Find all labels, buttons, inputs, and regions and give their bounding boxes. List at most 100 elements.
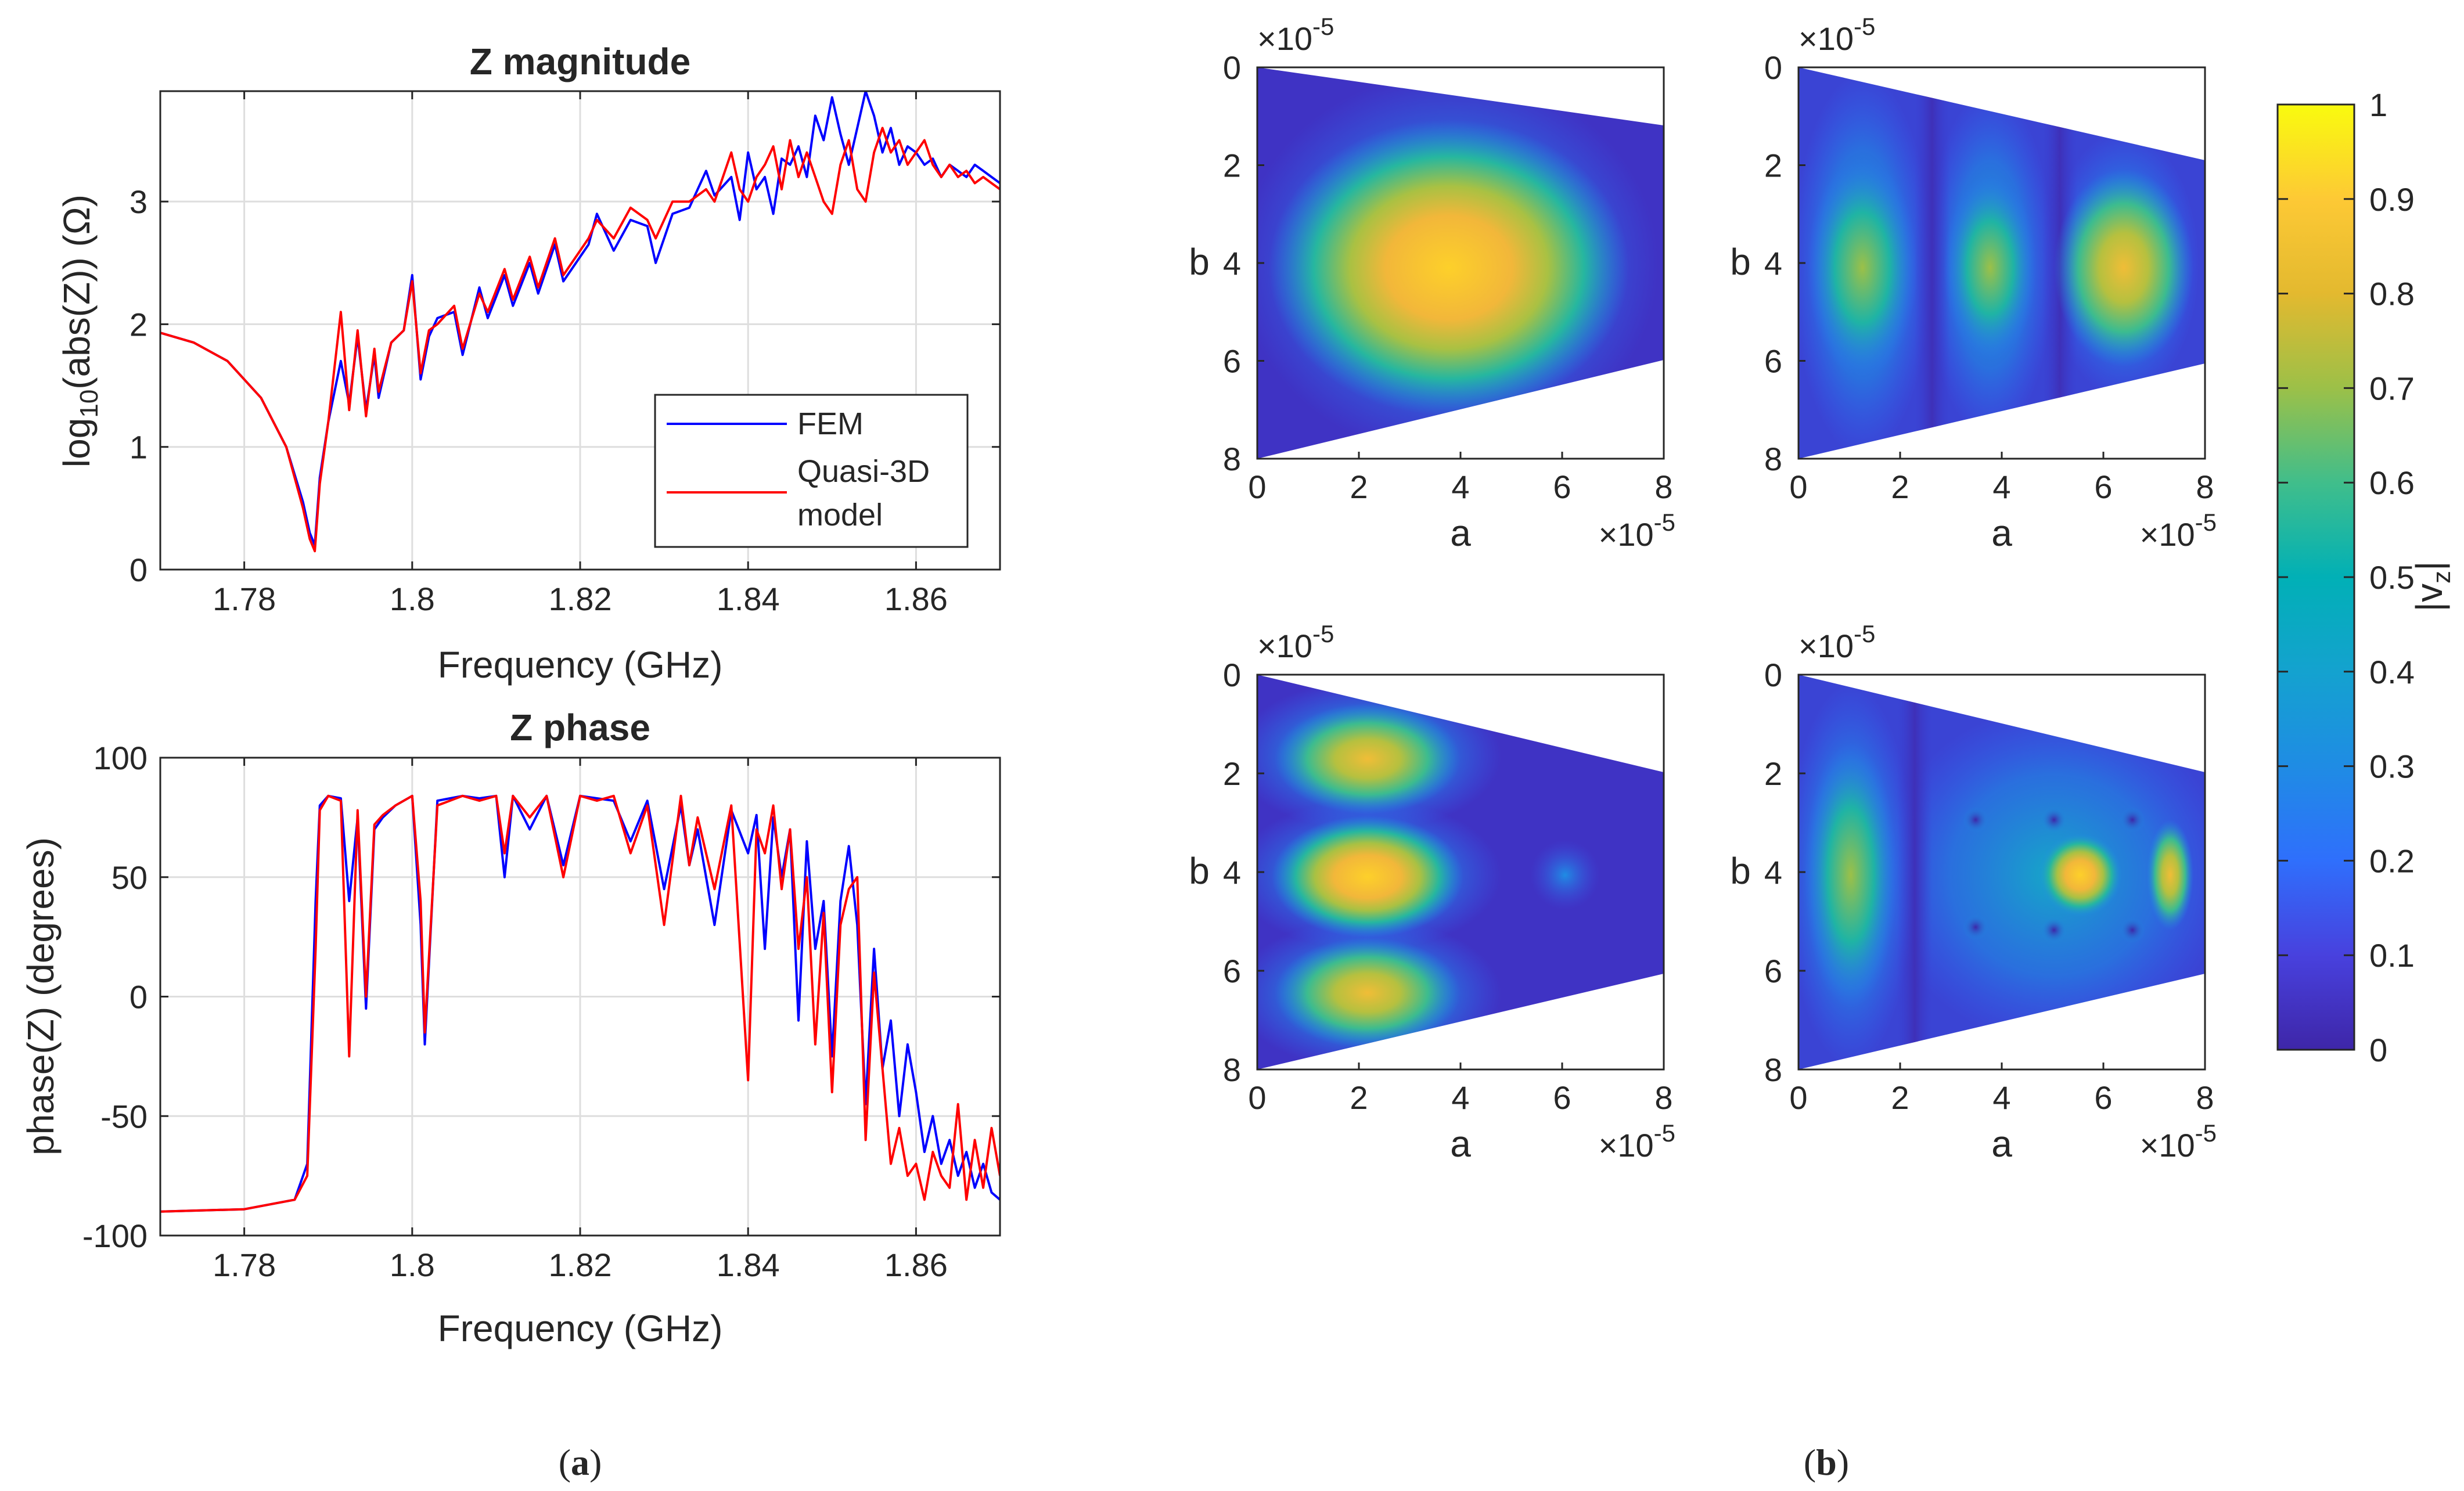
x-tick-label: 1.82	[549, 581, 612, 617]
z-magnitude-chart: 1.78 1.8 1.82 1.84 1.86 0 1 2 3 Z magnitude Freq…	[56, 41, 1001, 686]
colorbar-tick-label: 0.5	[2369, 559, 2415, 596]
panel-y-tick-label: 6	[1764, 953, 1782, 989]
z-magnitude-x-label: Frequency (GHz)	[438, 644, 723, 686]
panel-x-tick-label: 6	[1553, 469, 1571, 505]
colorbar-label: |vz|	[2408, 561, 2456, 611]
panel-y-tick-label: 8	[1764, 1051, 1782, 1088]
panel-y-tick-label: 8	[1223, 1051, 1241, 1088]
panel-y-tick-label: 2	[1764, 147, 1782, 184]
caption-a: (a)	[559, 1442, 602, 1483]
caption-b: (b)	[1804, 1442, 1849, 1483]
panel-y-label: b	[1730, 850, 1751, 892]
panel-y-tick-label: 2	[1764, 755, 1782, 792]
panel-x-tick-label: 4	[1992, 469, 2010, 505]
panel-x-tick-label: 4	[1451, 469, 1469, 505]
panel-axis-exponent: ×10-5	[1798, 13, 1875, 57]
z-phase-chart: 1.78 1.8 1.82 1.84 1.86 -100 -50 0 50 100 Z phase…	[20, 707, 1001, 1349]
panel-x-tick-label: 6	[2094, 469, 2112, 505]
colorbar-tick-label: 0.1	[2369, 937, 2415, 974]
x-tick-label: 1.8	[390, 1247, 435, 1283]
panel-y-tick-label: 0	[1223, 49, 1241, 86]
panel-x-tick-label: 6	[1553, 1079, 1571, 1116]
panel-x-tick-label: 8	[2196, 469, 2214, 505]
colorbar-ticks: 0 0.1 0.2 0.3 0.4 0.5 0.6 0.7 0.8 0.9 1	[2278, 87, 2415, 1068]
z-magnitude-title: Z magnitude	[470, 41, 690, 82]
z-phase-ticks: 1.78 1.8 1.82 1.84 1.86 -100 -50 0 50 100	[82, 740, 1000, 1283]
panel-y-tick-label: 2	[1223, 147, 1241, 184]
y-tick-label: 3	[130, 183, 148, 220]
panel-y-tick-label: 8	[1223, 441, 1241, 477]
panel-y-tick-label: 4	[1223, 854, 1241, 891]
z-phase-series	[160, 794, 1000, 1213]
panel-2-field	[1798, 67, 2205, 459]
panel-y-tick-label: 0	[1764, 49, 1782, 86]
panel-y-tick-label: 6	[1223, 343, 1241, 380]
colorbar-tick-label: 0.2	[2369, 842, 2415, 879]
panel-y-label: b	[1730, 241, 1751, 283]
x-tick-label: 1.78	[213, 581, 276, 617]
z-phase-y-label: phase(Z) (degrees)	[20, 837, 62, 1155]
panel-x-tick-label: 6	[2094, 1079, 2112, 1116]
colorbar-gradient	[2276, 103, 2355, 1051]
panel-axis-exponent: ×10-5	[2140, 1119, 2217, 1164]
colorbar-tick-label: 0.3	[2369, 748, 2415, 785]
panel-axis-exponent: ×10-5	[1599, 1119, 1675, 1164]
colorbar-tick-label: 0.9	[2369, 181, 2415, 218]
legend-quasi3d-label: Quasi-3D	[797, 454, 930, 489]
panel-x-label: a	[1991, 1123, 2012, 1165]
panel-1-field	[1257, 67, 1664, 459]
panel-x-tick-label: 0	[1789, 469, 1807, 505]
x-tick-label: 1.8	[390, 581, 435, 617]
y-tick-label: 50	[111, 859, 148, 896]
z-phase-title: Z phase	[510, 707, 650, 748]
panel-y-tick-label: 4	[1764, 245, 1782, 282]
panel-y-tick-label: 6	[1223, 953, 1241, 989]
x-tick-label: 1.78	[213, 1247, 276, 1283]
legend-model-label: model	[797, 498, 883, 532]
panel-y-tick-label: 8	[1764, 441, 1782, 477]
colorbar-tick-label: 0	[2369, 1032, 2387, 1068]
colorbar-tick-label: 0.6	[2369, 464, 2415, 501]
panel-y-tick-label: 2	[1223, 755, 1241, 792]
panel-x-tick-label: 8	[1654, 469, 1672, 505]
colorbar-tick-label: 0.7	[2369, 370, 2415, 406]
panel-x-tick-label: 8	[2196, 1079, 2214, 1116]
panel-y-label: b	[1189, 850, 1210, 892]
panel-x-tick-label: 2	[1891, 1079, 1909, 1116]
y-tick-label: 2	[130, 306, 148, 343]
panel-y-tick-label: 4	[1223, 245, 1241, 282]
x-tick-label: 1.82	[549, 1247, 612, 1283]
panel-y-tick-label: 6	[1764, 343, 1782, 380]
panel-x-tick-label: 2	[1350, 469, 1368, 505]
panel-x-tick-label: 0	[1248, 469, 1266, 505]
z-magnitude-ticks: 1.78 1.8 1.82 1.84 1.86 0 1 2 3	[130, 91, 1000, 617]
panel-axis-exponent: ×10-5	[1798, 620, 1875, 664]
y-tick-label: 100	[93, 740, 148, 776]
panel-x-label: a	[1450, 512, 1471, 554]
y-tick-label: -50	[100, 1098, 148, 1135]
x-tick-label: 1.86	[884, 1247, 948, 1283]
panel-axis-exponent: ×10-5	[2140, 509, 2217, 553]
y-label-rest: (abs(Z)) (Ω)	[56, 195, 98, 390]
colorbar-tick-label: 0.8	[2369, 276, 2415, 312]
series-quasi3d-line	[160, 794, 1000, 1213]
panel-y-tick-label: 0	[1223, 657, 1241, 693]
y-tick-label: 0	[130, 979, 148, 1015]
panel-y-label: b	[1189, 241, 1210, 283]
y-tick-label: -100	[82, 1218, 148, 1254]
z-magnitude-y-label: log10(abs(Z)) (Ω)	[56, 195, 103, 467]
colorbar-tick-label: 0.4	[2369, 654, 2415, 690]
x-tick-label: 1.84	[717, 1247, 780, 1283]
z-magnitude-series	[160, 91, 1000, 553]
panel-x-tick-label: 0	[1248, 1079, 1266, 1116]
z-magnitude-legend: FEM Quasi-3D model	[654, 394, 969, 548]
y-label-log: log	[56, 418, 98, 467]
panel-x-tick-label: 2	[1891, 469, 1909, 505]
panel-axis-exponent: ×10-5	[1257, 620, 1334, 664]
panel-x-label: a	[1450, 1123, 1471, 1165]
